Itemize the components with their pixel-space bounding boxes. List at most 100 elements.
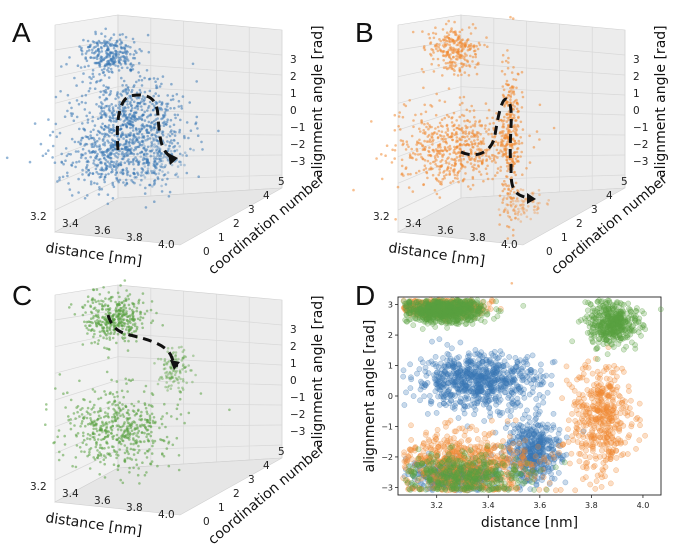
cluster-point [155, 157, 158, 161]
cluster-point [407, 145, 410, 149]
cluster-point [89, 447, 93, 450]
cluster-point [97, 339, 100, 342]
cluster-point [117, 153, 120, 156]
cluster-point [457, 159, 461, 162]
cluster-point [370, 120, 373, 123]
cluster-point [100, 329, 104, 333]
cluster-point [177, 468, 181, 472]
cluster-point [475, 72, 479, 76]
cluster-point [102, 178, 106, 181]
cluster-point [498, 213, 502, 217]
cluster-point [188, 101, 191, 104]
cluster-point [147, 120, 151, 124]
cluster-point [458, 138, 462, 141]
cluster-point [58, 131, 62, 135]
scatter-point-blue [478, 349, 485, 356]
cluster-point [484, 124, 487, 127]
cluster-point [145, 128, 149, 132]
cluster-point [142, 99, 145, 103]
cluster-point [161, 159, 164, 163]
cluster-point [536, 205, 539, 208]
cluster-point [133, 135, 137, 139]
cluster-point [161, 377, 164, 380]
cluster-point [105, 55, 109, 59]
cluster-point [119, 171, 122, 174]
cluster-point [132, 318, 135, 321]
cluster-point [136, 473, 140, 477]
cluster-point [133, 427, 137, 430]
cluster-point [463, 71, 467, 74]
scatter-point-blue [502, 383, 509, 390]
cluster-point [117, 61, 121, 64]
cluster-point [75, 444, 79, 447]
grid-line [54, 109, 119, 131]
cluster-point [152, 77, 156, 80]
cluster-point [169, 387, 173, 390]
cluster-point [415, 147, 419, 151]
cluster-point [164, 374, 168, 378]
cluster-point [173, 113, 177, 117]
cluster-point [132, 167, 136, 171]
cluster-point [476, 47, 480, 51]
cluster-point [429, 52, 432, 56]
cluster-point [105, 323, 108, 327]
cluster-point [98, 188, 101, 191]
cluster-point [123, 303, 126, 306]
cluster-point [127, 325, 131, 328]
cluster-point [477, 165, 480, 168]
cluster-point [96, 53, 100, 57]
cluster-point [438, 168, 441, 171]
cluster-point [112, 46, 116, 50]
cluster-point [178, 389, 181, 393]
cluster-point [124, 178, 128, 182]
scatter-point-blue [549, 359, 556, 366]
cluster-point [507, 188, 510, 191]
cluster-point [158, 168, 162, 172]
scatter-point-blue [461, 410, 468, 417]
cluster-point [457, 43, 460, 47]
cluster-point [472, 49, 476, 53]
cluster-point [104, 163, 107, 166]
x-tick-label: 4.0 [158, 239, 175, 251]
cluster-point [506, 209, 509, 212]
cluster-point [503, 179, 506, 183]
cluster-point [148, 137, 152, 140]
cluster-point [98, 131, 102, 135]
cluster-point [91, 119, 94, 123]
cluster-point [517, 109, 520, 113]
cluster-point [509, 200, 513, 204]
cluster-point [506, 192, 509, 195]
cluster-point [102, 336, 105, 340]
cluster-point [492, 121, 495, 125]
cluster-point [105, 329, 109, 333]
cluster-point [104, 308, 108, 311]
cluster-point [181, 386, 184, 390]
scatter-point-blue [531, 369, 538, 375]
cluster-point [88, 450, 91, 454]
cluster-point [506, 225, 509, 228]
cluster-point [80, 422, 83, 425]
cluster-point [135, 129, 138, 132]
cluster-point [123, 451, 127, 455]
cluster-point [90, 145, 94, 149]
cluster-point [441, 74, 444, 77]
cluster-point [128, 138, 132, 141]
cluster-point [173, 149, 177, 153]
cluster-point [81, 420, 84, 423]
cluster-point [144, 157, 148, 161]
cluster-point [512, 66, 515, 69]
cluster-point [75, 115, 79, 119]
cluster-point [478, 119, 482, 122]
cluster-point [166, 140, 169, 143]
cluster-point [434, 32, 438, 36]
cluster-point [119, 45, 123, 49]
z-tick-label: −2 [633, 139, 648, 151]
cluster-point [463, 135, 467, 139]
cluster-point [455, 132, 458, 135]
z-tick-label: 2 [290, 341, 297, 353]
cluster-point [132, 162, 135, 166]
cluster-point [525, 209, 528, 212]
grid-line [117, 154, 283, 158]
z-tick-label: −2 [290, 139, 305, 151]
cluster-point [103, 346, 106, 350]
